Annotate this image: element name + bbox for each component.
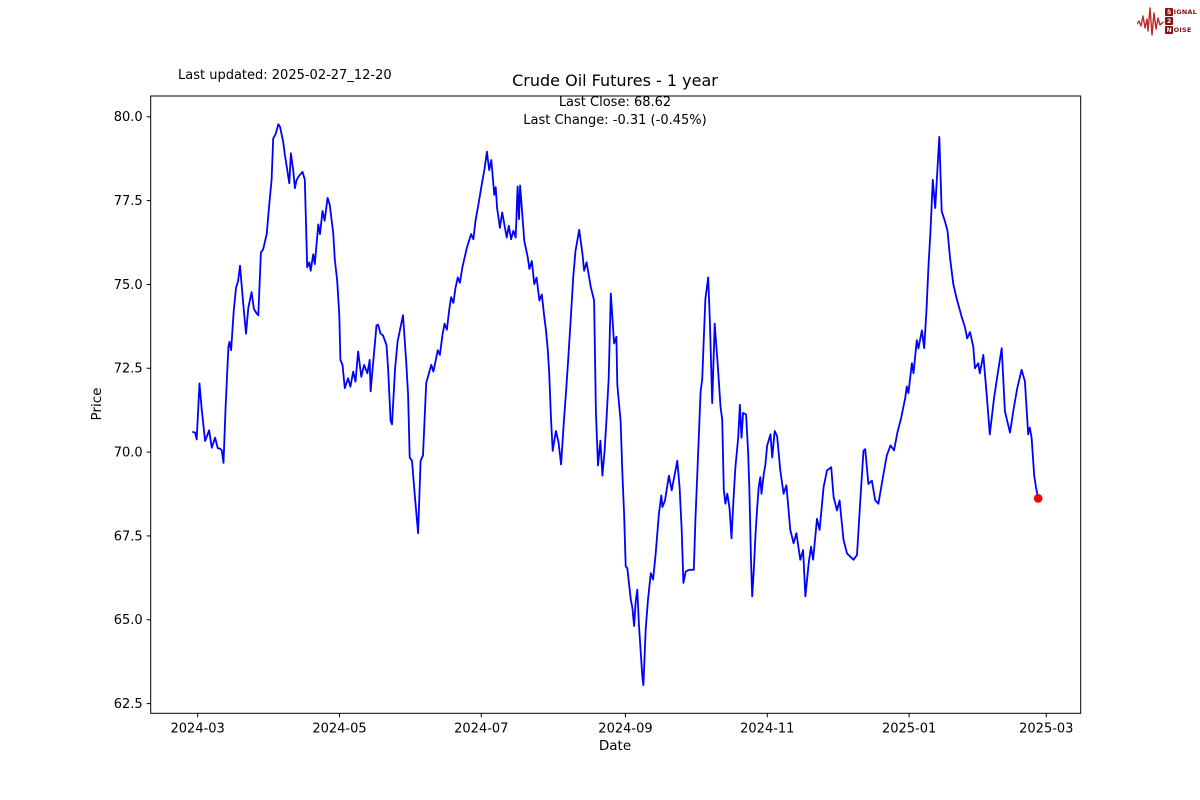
logo-row-noise: N OISE (1165, 26, 1192, 34)
x-tick-label: 2024-07 (454, 721, 508, 736)
y-tick-label: 67.5 (114, 529, 143, 544)
y-tick-label: 75.0 (114, 278, 143, 293)
page-title: Crude Oil Futures - 1 year (512, 71, 718, 90)
y-tick-label: 65.0 (114, 613, 143, 628)
last-close-label: Last Close: 68.62 (558, 95, 672, 110)
logo-row-2: 2 (1165, 17, 1197, 25)
x-tick-label: 2025-03 (1019, 721, 1073, 736)
y-tick-label: 62.5 (114, 697, 143, 712)
signal2noise-logo: S IGNAL 2 N OISE (1137, 4, 1197, 38)
x-tick-label: 2024-05 (312, 721, 366, 736)
y-tick-label: 70.0 (114, 446, 143, 461)
last-updated-label: Last updated: 2025-02-27_12-20 (178, 68, 392, 83)
logo-letterbox-s: S (1165, 8, 1174, 16)
last-change-label: Last Change: -0.31 (-0.45%) (523, 113, 707, 128)
y-axis-label: Price (89, 387, 105, 421)
y-tick-label: 80.0 (114, 110, 143, 125)
x-tick-label: 2024-11 (740, 721, 794, 736)
price-line (192, 123, 1040, 686)
last-price-marker (1033, 493, 1043, 503)
y-tick-label: 72.5 (114, 362, 143, 377)
axes-frame (150, 95, 1082, 714)
chart-annotation: Last Close: 68.62 Last Change: -0.31 (-0… (523, 94, 706, 130)
logo-letterbox-2: 2 (1165, 17, 1174, 25)
x-tick-label: 2024-09 (598, 721, 652, 736)
x-tick-label: 2025-01 (882, 721, 936, 736)
x-axis-label: Date (598, 738, 632, 754)
x-tick-label: 2024-03 (171, 721, 225, 736)
y-tick-label: 77.5 (114, 194, 143, 209)
waveform-icon (1137, 7, 1164, 36)
logo-letterbox-n: N (1165, 26, 1174, 34)
logo-row-signal: S IGNAL (1165, 8, 1197, 16)
